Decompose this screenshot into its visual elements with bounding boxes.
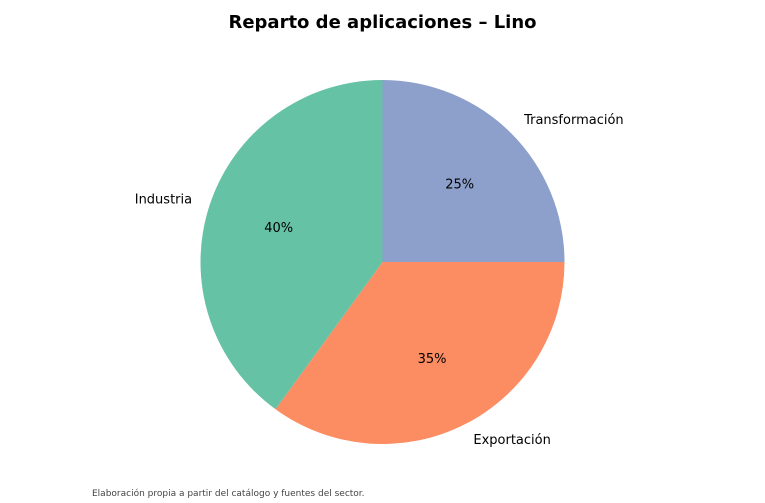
pie-slices: 25% Transformación 35% Exportación 40% Indust… [135,79,624,448]
slice-percent-label: 35% [418,352,447,367]
slice-percent-label: 25% [445,177,474,192]
pie-slice-2 [275,262,565,444]
source-note: Elaboración propia a partir del catálogo… [92,489,365,499]
slice-category-label: Industria [135,193,192,208]
pie-slice-3 [200,79,383,410]
chart-title: Reparto de aplicaciones – Lino [228,12,536,33]
slice-category-label: Exportación [473,433,550,448]
slice-category-label: Transformación [523,113,624,128]
pie-slice-1 [382,80,565,262]
slice-percent-label: 40% [264,221,293,236]
